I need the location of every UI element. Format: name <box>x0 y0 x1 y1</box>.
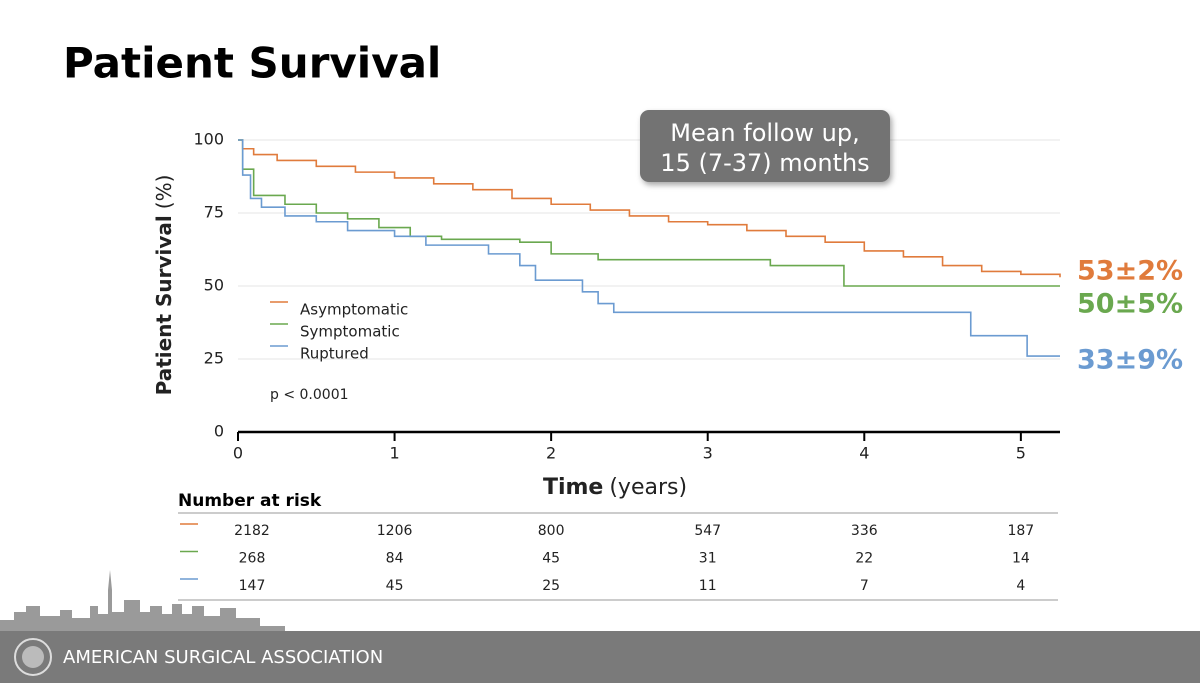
footer-text: AMERICAN SURGICAL ASSOCIATION <box>63 647 383 668</box>
x-tick-label: 1 <box>389 444 399 463</box>
end-label: 33±9% <box>1077 345 1183 376</box>
risk-count: 2182 <box>234 523 270 539</box>
x-tick-label: 0 <box>233 444 243 463</box>
risk-count: 1206 <box>377 523 413 539</box>
risk-count: 7 <box>860 578 869 594</box>
y-tick-label: 0 <box>214 422 224 441</box>
annotation-box <box>640 110 890 182</box>
x-tick-label: 5 <box>1016 444 1026 463</box>
annotation-line: 15 (7-37) months <box>660 149 869 177</box>
x-tick-label: 4 <box>859 444 869 463</box>
survival-curve <box>238 139 1060 357</box>
risk-count: 268 <box>239 551 266 567</box>
annotation-bg <box>640 110 890 182</box>
risk-count: 11 <box>699 578 717 594</box>
skyline <box>0 570 285 631</box>
p-value: p < 0.0001 <box>270 387 349 403</box>
end-label: 50±5% <box>1077 289 1183 320</box>
y-tick-label: 25 <box>204 349 224 368</box>
slide-title: Patient Survival <box>63 39 441 88</box>
x-tick-label: 3 <box>703 444 713 463</box>
risk-count: 45 <box>542 551 560 567</box>
risk-count: 800 <box>538 523 565 539</box>
survival-curve <box>238 139 1061 278</box>
risk-count: 187 <box>1007 523 1034 539</box>
y-label-text: Patient Survival <box>152 215 176 395</box>
end-label: 53±2% <box>1077 256 1183 287</box>
risk-count: 84 <box>386 551 404 567</box>
risk-count: 547 <box>694 523 721 539</box>
risk-count: 4 <box>1016 578 1025 594</box>
legend-label: Asymptomatic <box>300 301 408 319</box>
legend-label: Symptomatic <box>300 323 400 341</box>
risk-count: 147 <box>239 578 266 594</box>
risk-count: 45 <box>386 578 404 594</box>
risk-count: 31 <box>699 551 717 567</box>
risk-count: 14 <box>1012 551 1030 567</box>
x-tick-label: 2 <box>546 444 556 463</box>
risk-count: 22 <box>855 551 873 567</box>
skyline-shape <box>0 570 285 631</box>
annotation-line: Mean follow up, <box>670 119 860 147</box>
y-tick-label: 50 <box>204 276 224 295</box>
y-axis-label: Patient Survival (%) <box>152 175 176 396</box>
legend-label: Ruptured <box>300 345 369 363</box>
survival-curve <box>238 139 1060 287</box>
y-tick-label: 75 <box>204 203 224 222</box>
footer-bar <box>0 631 1200 683</box>
x-label-unit: (years) <box>609 475 687 500</box>
x-axis-label: Time (years) <box>543 475 687 500</box>
risk-table-title: Number at risk <box>178 491 322 511</box>
x-label-text: Time <box>543 475 603 500</box>
risk-count: 336 <box>851 523 878 539</box>
footer-logo-inner <box>22 646 44 668</box>
y-tick-label: 100 <box>193 130 224 149</box>
risk-count: 25 <box>542 578 560 594</box>
footer-logo <box>14 638 52 676</box>
y-label-unit: (%) <box>152 175 176 210</box>
